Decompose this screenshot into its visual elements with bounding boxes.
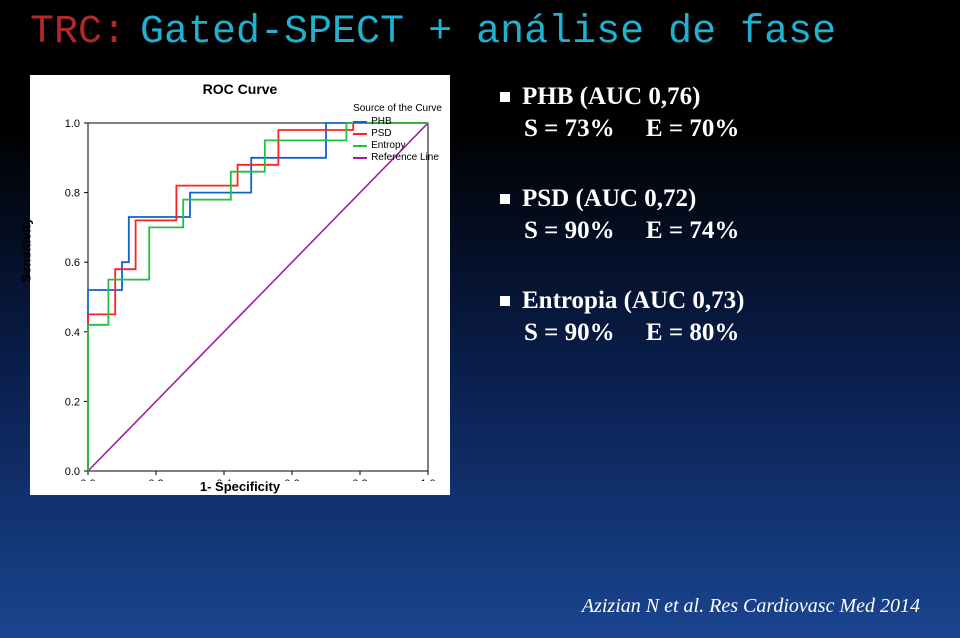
chart-title: ROC Curve xyxy=(36,81,444,97)
svg-text:0.2: 0.2 xyxy=(65,396,80,408)
legend-label: PHB xyxy=(371,116,392,127)
bullet-title: PSD (AUC 0,72) xyxy=(522,185,696,213)
legend-swatch xyxy=(353,145,367,147)
slide-title: TRC: Gated-SPECT + análise de fase xyxy=(0,0,960,55)
roc-chart: ROC Curve Sensitivity 0.00.00.20.20.40.4… xyxy=(30,75,450,495)
chart-y-label: Sensitivity xyxy=(19,217,34,282)
legend-item: Entropy xyxy=(353,140,442,151)
svg-text:0.6: 0.6 xyxy=(284,478,299,481)
title-prefix: TRC: xyxy=(30,10,126,55)
bullet-sens: S = 90% xyxy=(524,319,615,346)
bullet-icon xyxy=(500,296,510,306)
svg-text:0.6: 0.6 xyxy=(65,257,80,269)
legend-item: Reference Line xyxy=(353,152,442,163)
svg-text:0.0: 0.0 xyxy=(65,466,80,478)
bullet-icon xyxy=(500,194,510,204)
chart-x-label: 1- Specificity xyxy=(36,479,444,494)
svg-text:0.8: 0.8 xyxy=(65,188,80,200)
svg-text:0.2: 0.2 xyxy=(148,478,163,481)
citation: Azizian N et al. Res Cardiovasc Med 2014 xyxy=(582,595,920,618)
svg-text:0.8: 0.8 xyxy=(352,478,367,481)
svg-text:0.4: 0.4 xyxy=(65,327,80,339)
legend-item: PSD xyxy=(353,128,442,139)
legend-label: PSD xyxy=(371,128,392,139)
chart-legend: Source of the Curve PHB PSD Entropy Refe… xyxy=(353,103,442,164)
legend-swatch xyxy=(353,121,367,123)
bullet-title: PHB (AUC 0,76) xyxy=(522,83,700,111)
bullet-title: Entropia (AUC 0,73) xyxy=(522,287,744,315)
bullet-sens: S = 90% xyxy=(524,217,615,244)
svg-text:1.0: 1.0 xyxy=(65,118,80,130)
bullet-item: PHB (AUC 0,76) S = 73% E = 70% xyxy=(500,83,930,143)
legend-swatch xyxy=(353,133,367,135)
bullet-list: PHB (AUC 0,76) S = 73% E = 70% PSD (AUC … xyxy=(500,75,930,495)
title-main: Gated-SPECT + análise de fase xyxy=(140,10,836,55)
legend-swatch xyxy=(353,157,367,159)
bullet-item: Entropia (AUC 0,73) S = 90% E = 80% xyxy=(500,287,930,347)
legend-item: PHB xyxy=(353,116,442,127)
legend-title: Source of the Curve xyxy=(353,103,442,114)
bullet-icon xyxy=(500,92,510,102)
bullet-spec: E = 70% xyxy=(646,115,739,142)
bullet-spec: E = 74% xyxy=(646,217,739,244)
bullet-item: PSD (AUC 0,72) S = 90% E = 74% xyxy=(500,185,930,245)
bullet-spec: E = 80% xyxy=(646,319,739,346)
legend-label: Entropy xyxy=(371,140,405,151)
svg-text:1.0: 1.0 xyxy=(420,478,435,481)
bullet-sens: S = 73% xyxy=(524,115,615,142)
legend-label: Reference Line xyxy=(371,152,439,163)
svg-text:0.0: 0.0 xyxy=(80,478,95,481)
